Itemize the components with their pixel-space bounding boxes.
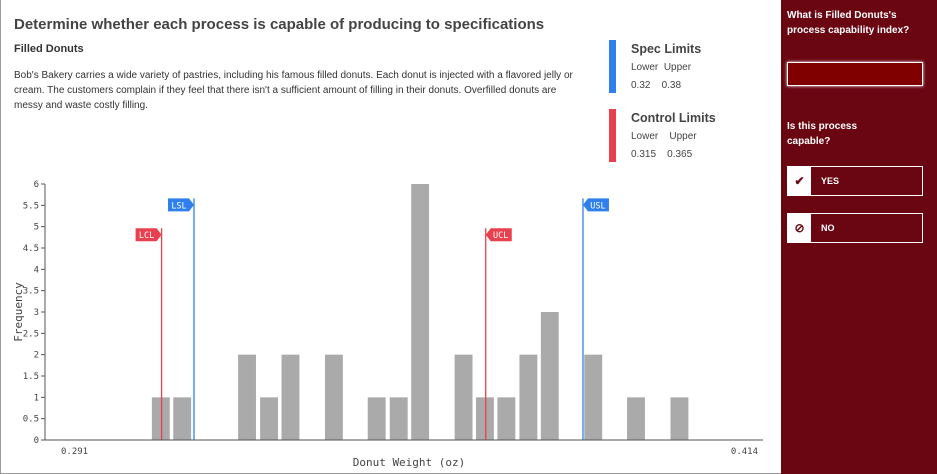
control-upper-label: Upper	[669, 131, 697, 142]
yes-label: YES	[821, 176, 840, 186]
main-panel: Determine whether each process is capabl…	[0, 0, 781, 474]
yes-option[interactable]: ✔ YES	[787, 166, 923, 196]
control-lower-value: 0.315	[631, 149, 657, 160]
limit-flag-usl	[582, 198, 609, 212]
limit-label-lcl: LCL	[139, 231, 154, 241]
y-tick-label: 4.5	[23, 244, 39, 254]
histogram-bar	[584, 354, 603, 440]
histogram-bar	[281, 354, 300, 440]
no-option[interactable]: ⊘ NO	[787, 213, 923, 243]
histogram-bar	[476, 397, 494, 440]
histogram-bar	[519, 354, 538, 440]
y-tick-label: 2	[34, 351, 39, 361]
histogram-bar	[454, 354, 473, 440]
y-tick-label: 6	[34, 180, 39, 190]
histogram-bar	[670, 397, 689, 440]
x-tick-label-max: 0.414	[731, 447, 758, 457]
check-icon: ✔	[788, 167, 811, 195]
spec-upper-label: Upper	[663, 62, 692, 73]
limit-label-usl: USL	[590, 201, 605, 211]
limit-label-ucl: UCL	[493, 231, 508, 241]
y-tick-label: 1	[34, 393, 39, 403]
process-name: Filled Donuts	[14, 43, 84, 55]
spec-upper-value: 0.38	[661, 80, 682, 91]
limit-label-lsl: LSL	[171, 201, 186, 211]
y-tick-label: 3	[34, 308, 39, 318]
spec-color-bar	[609, 40, 616, 93]
description: Bob's Bakery carries a wide variety of p…	[14, 70, 573, 111]
histogram-bar	[367, 397, 386, 440]
y-tick-label: 0.5	[23, 415, 39, 425]
capable-question: Is this process capable?	[787, 121, 858, 147]
y-tick-label: 4	[34, 265, 39, 275]
y-tick-label: 2.5	[23, 329, 39, 339]
histogram-bar	[627, 397, 645, 440]
spec-title: Spec Limits	[631, 42, 702, 56]
control-title: Control Limits	[631, 111, 716, 125]
histogram-chart: 0 0.5 1 1.5 2 2.5 3 3.5 4 4.5 5 5.5 6 LCL LSL UCL USL 0…	[12, 180, 763, 469]
control-upper-value: 0.365	[667, 149, 693, 160]
histogram-bar	[411, 184, 430, 440]
x-axis-title: Donut Weight (oz)	[353, 456, 466, 469]
limit-flag-lcl	[135, 228, 162, 242]
y-tick-label: 5	[34, 223, 39, 233]
question-sidebar: What is Filled Donuts's process capabili…	[781, 0, 937, 474]
limit-flag-lsl	[168, 198, 194, 212]
histogram-bar	[260, 397, 279, 440]
y-axis-title: Frequency	[12, 282, 25, 342]
ban-icon: ⊘	[788, 214, 811, 242]
control-color-bar	[609, 109, 616, 162]
y-tick-label: 3.5	[23, 287, 39, 297]
cpk-question: What is Filled Donuts's process capabili…	[787, 10, 910, 36]
no-label: NO	[821, 223, 835, 233]
histogram-bar	[497, 397, 516, 440]
page-title: Determine whether each process is capabl…	[14, 16, 545, 33]
histogram-bar	[540, 312, 559, 440]
y-tick-label: 5.5	[23, 201, 39, 211]
histogram-bar	[238, 354, 256, 440]
histogram-bar	[389, 397, 408, 440]
y-tick-label: 1.5	[23, 372, 39, 382]
spec-lower-label: Lower	[631, 62, 659, 73]
histogram-bar	[173, 397, 192, 440]
limit-flag-ucl	[485, 228, 512, 242]
y-tick-label: 0	[34, 436, 39, 446]
spec-lower-value: 0.32	[631, 80, 651, 91]
cpk-input[interactable]	[787, 62, 923, 86]
histogram-bar	[324, 354, 343, 440]
control-lower-label: Lower	[631, 131, 659, 142]
x-tick-label-min: 0.291	[61, 447, 88, 457]
histogram-bar	[151, 397, 170, 440]
